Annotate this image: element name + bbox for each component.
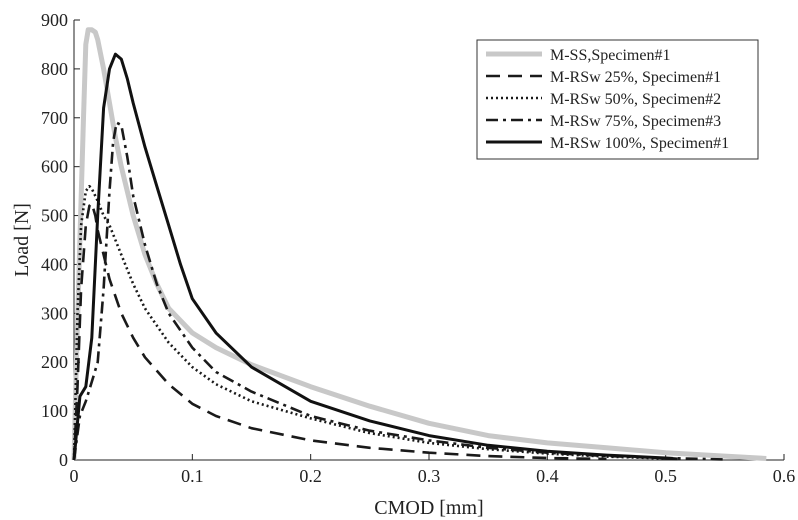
x-tick-label: 0.4	[536, 466, 559, 486]
legend-label: M-SS,Specimen#1	[550, 47, 670, 64]
series-line-2	[72, 202, 607, 461]
legend-box	[476, 39, 759, 160]
y-tick-label: 300	[41, 303, 68, 323]
y-tick-label: 100	[41, 401, 68, 421]
series-line-5	[72, 52, 678, 461]
x-tick-label: 0.5	[654, 466, 677, 486]
y-tick-label: 800	[41, 59, 68, 79]
x-tick-label: 0.3	[418, 466, 441, 486]
legend-label: M-RSw 75%, Specimen#3	[550, 113, 721, 130]
x-axis-label: CMOD [mm]	[374, 497, 483, 519]
y-axis-label: Load [N]	[11, 203, 33, 277]
y-tick-label: 0	[59, 450, 68, 470]
y-tick-label: 200	[41, 352, 68, 372]
series-layer	[71, 27, 767, 461]
y-ticks: 0 100 200 300 400 500 600 700 800 900	[41, 10, 80, 470]
legend-label: M-RSw 100%, Specimen#1	[550, 135, 729, 152]
y-tick-label: 900	[41, 10, 68, 30]
legend-label: M-RSw 25%, Specimen#1	[550, 69, 721, 86]
x-tick-label: 0.1	[181, 466, 204, 486]
y-tick-label: 600	[41, 157, 68, 177]
x-tick-label: 0.6	[773, 466, 796, 486]
x-ticks: 0 0.1 0.2 0.3 0.4 0.5 0.6	[70, 454, 796, 486]
x-tick-label: 0	[70, 466, 79, 486]
series-line-1	[71, 27, 767, 461]
legend: M-SS,Specimen#1 M-RSw 25%, Specimen#1 M-RS…	[476, 39, 759, 160]
y-tick-label: 700	[41, 108, 68, 128]
legend-label: M-RSw 50%, Specimen#2	[550, 91, 721, 108]
y-tick-label: 500	[41, 206, 68, 226]
y-tick-label: 400	[41, 254, 68, 274]
series-line-4	[72, 121, 725, 461]
series-line-3	[72, 184, 666, 461]
x-tick-label: 0.2	[299, 466, 322, 486]
